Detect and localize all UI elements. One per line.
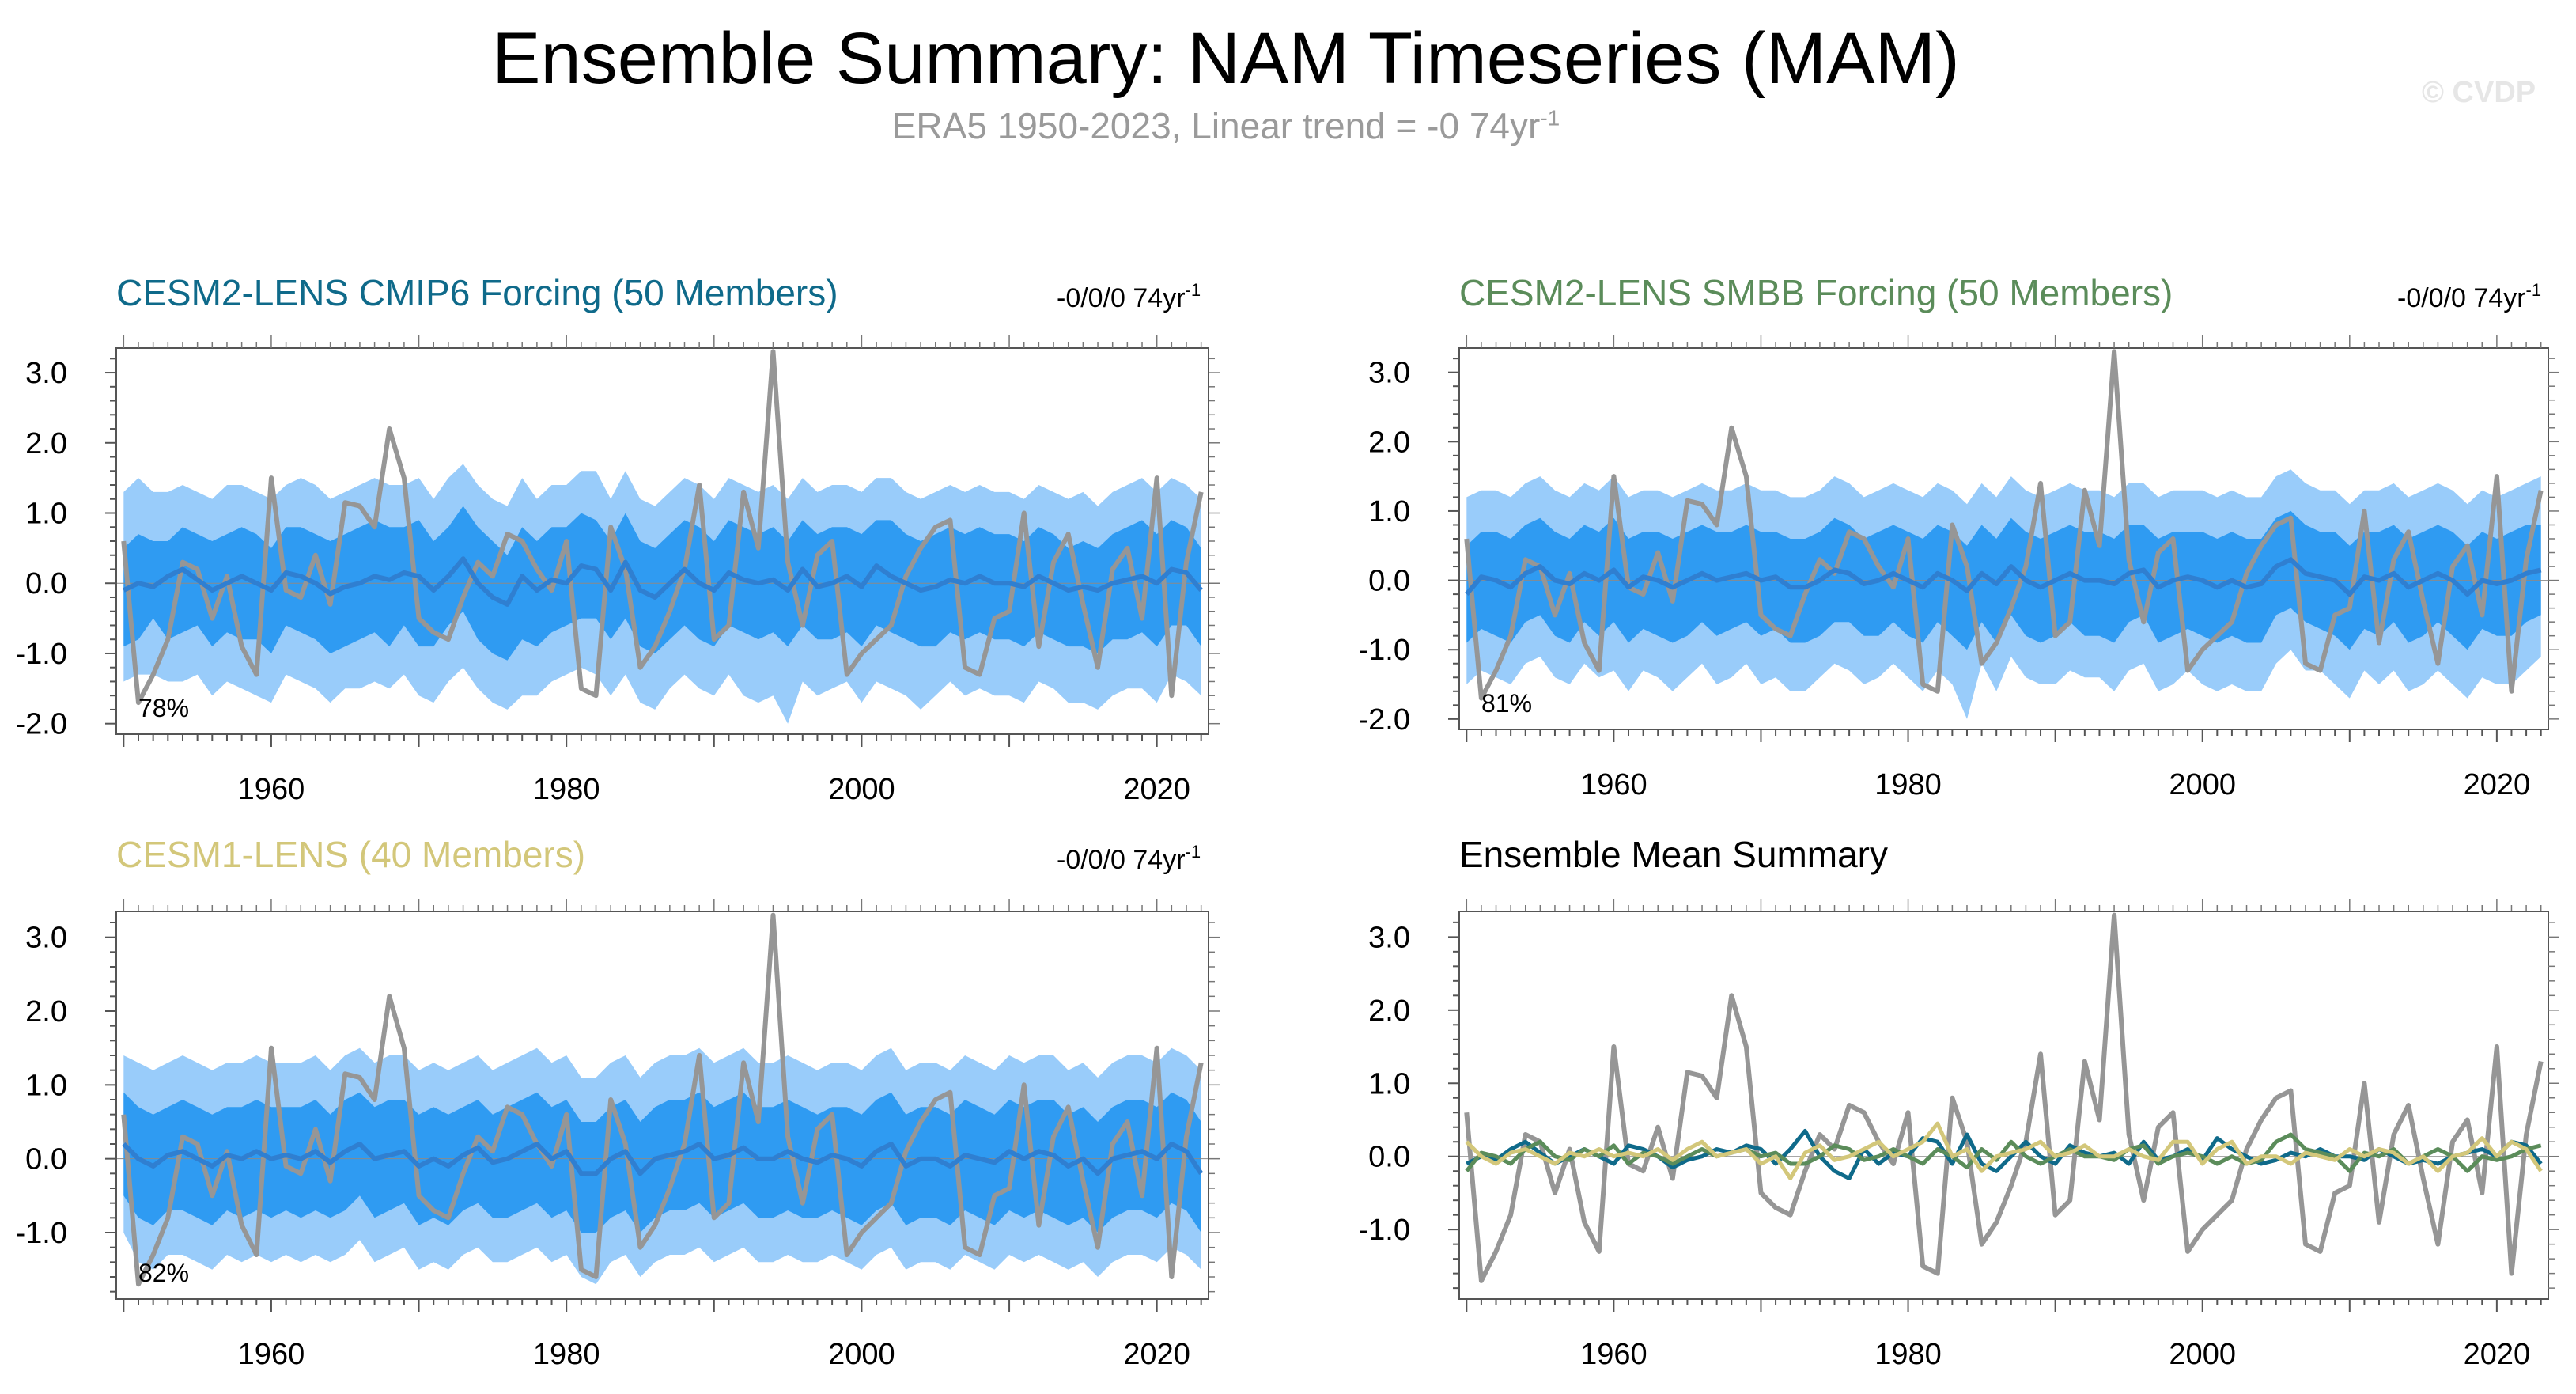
page-title: Ensemble Summary: NAM Timeseries (MAM) xyxy=(492,18,1960,99)
x-tick-label: 1980 xyxy=(533,773,600,806)
x-tick-label: 2020 xyxy=(1123,773,1190,806)
y-tick-label: 0.0 xyxy=(1368,565,1410,598)
inner-spread-band xyxy=(123,1092,1201,1233)
percent-label: 78% xyxy=(138,694,189,722)
panel-title: CESM2-LENS CMIP6 Forcing (50 Members) xyxy=(116,272,838,313)
y-tick-label: 1.0 xyxy=(1368,1067,1410,1100)
y-tick-label: 2.0 xyxy=(1368,994,1410,1028)
y-tick-label: 3.0 xyxy=(1368,357,1410,390)
panel-title: CESM1-LENS (40 Members) xyxy=(116,834,585,875)
trend-label: -0/0/0 74yr-1 xyxy=(2397,280,2541,313)
y-tick-label: 0.0 xyxy=(25,567,67,600)
x-tick-label: 1980 xyxy=(1874,768,1942,801)
x-tick-label: 2000 xyxy=(828,773,895,806)
y-tick-label: 1.0 xyxy=(1368,495,1410,528)
y-tick-label: 3.0 xyxy=(1368,921,1410,954)
x-tick-label: 2020 xyxy=(2464,1338,2531,1371)
y-tick-label: 2.0 xyxy=(25,427,67,460)
subtitle-text: ERA5 1950-2023, Linear trend = -0 74yr xyxy=(891,105,1541,146)
cvdp-credit: © CVDP xyxy=(2422,76,2536,109)
y-tick-label: -2.0 xyxy=(16,708,67,741)
x-tick-label: 2000 xyxy=(2169,1338,2236,1371)
panel-title: Ensemble Mean Summary xyxy=(1459,834,1888,875)
percent-label: 81% xyxy=(1481,689,1532,718)
trend-label-exponent: -1 xyxy=(1186,280,1201,300)
series-line xyxy=(1466,1128,2543,1180)
y-tick-label: 0.0 xyxy=(25,1143,67,1176)
x-tick-label: 1980 xyxy=(1874,1338,1942,1371)
x-tick-label: 2020 xyxy=(1123,1338,1190,1371)
trend-label-exponent: -1 xyxy=(1186,842,1201,862)
x-tick-label: 1960 xyxy=(238,1338,305,1371)
x-tick-label: 2000 xyxy=(828,1338,895,1371)
observed-series-line xyxy=(121,349,1204,706)
x-tick-label: 1960 xyxy=(1580,1338,1647,1371)
subtitle-unit-exponent: -1 xyxy=(1540,105,1560,131)
page-subtitle: ERA5 1950-2023, Linear trend = -0 74yr-1 xyxy=(0,104,2452,147)
y-tick-label: 3.0 xyxy=(25,922,67,955)
percent-label: 82% xyxy=(138,1259,189,1287)
x-tick-label: 1980 xyxy=(533,1338,600,1371)
ensemble-mean-line xyxy=(123,556,1203,607)
x-tick-label: 2020 xyxy=(2464,768,2531,801)
x-tick-label: 1960 xyxy=(1580,768,1647,801)
y-tick-label: 1.0 xyxy=(25,1069,67,1102)
y-tick-label: -1.0 xyxy=(16,638,67,671)
y-tick-label: 3.0 xyxy=(25,357,67,390)
y-tick-label: -1.0 xyxy=(16,1217,67,1250)
panel-cmip6: CESM2-LENS CMIP6 Forcing (50 Members) -0/… xyxy=(16,272,1220,806)
observed-series-line xyxy=(1464,349,2544,701)
y-tick-label: 2.0 xyxy=(1368,426,1410,459)
y-tick-label: 0.0 xyxy=(1368,1141,1410,1174)
observed-series-line xyxy=(1464,912,2544,1283)
y-tick-label: -1.0 xyxy=(1359,634,1410,667)
panel-smbb: CESM2-LENS SMBB Forcing (50 Members) -0/0… xyxy=(1359,272,2559,801)
panel-title: CESM2-LENS SMBB Forcing (50 Members) xyxy=(1459,272,2173,313)
y-tick-label: 1.0 xyxy=(25,498,67,531)
trend-label-exponent: -1 xyxy=(2526,280,2542,300)
trend-label: -0/0/0 74yr-1 xyxy=(1057,280,1201,313)
y-tick-label: -2.0 xyxy=(1359,703,1410,737)
trend-label: -0/0/0 74yr-1 xyxy=(1057,842,1201,875)
plot-frame xyxy=(1458,911,2549,1300)
x-tick-label: 2000 xyxy=(2169,768,2236,801)
observed-series-line xyxy=(121,912,1204,1287)
series-line xyxy=(1465,1121,2543,1180)
plot-frame xyxy=(115,911,1209,1300)
panel-mean-summary: Ensemble Mean Summary 3.0 2.0 1.0 0.0 -1.0 196… xyxy=(1359,834,2559,1371)
ensemble-mean-line xyxy=(122,1142,1204,1176)
y-tick-label: -1.0 xyxy=(1359,1214,1410,1247)
ensemble-mean-line xyxy=(1465,557,2542,597)
panel-cesm1: CESM1-LENS (40 Members) -0/0/0 74yr-1 3.0 2… xyxy=(16,834,1220,1371)
y-tick-label: 2.0 xyxy=(25,995,67,1028)
x-tick-label: 1960 xyxy=(238,773,305,806)
